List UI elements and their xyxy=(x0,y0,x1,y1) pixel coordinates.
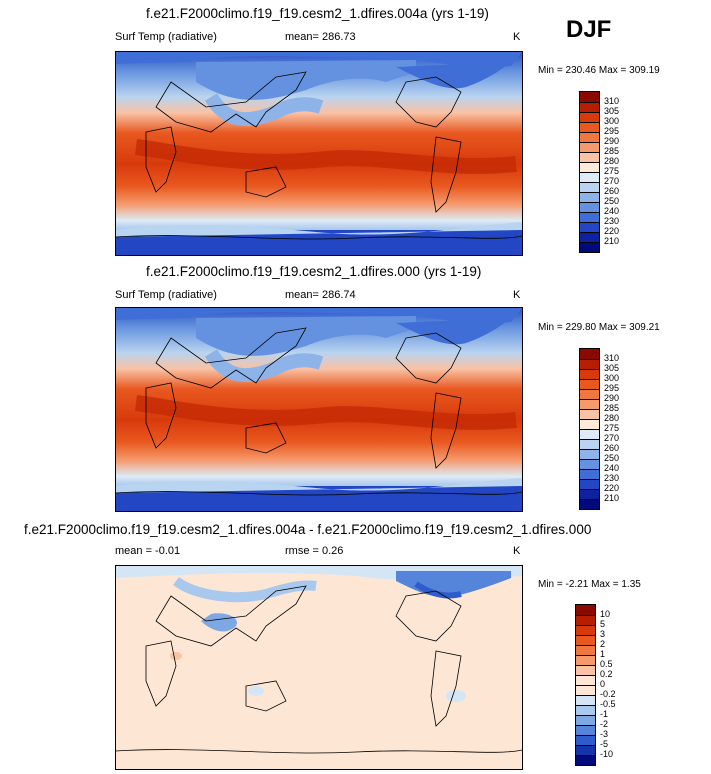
cbar-tick: 290 xyxy=(604,393,620,403)
cbar-tick: 300 xyxy=(604,116,620,126)
cbar-tick: 5 xyxy=(600,619,606,629)
cbar-tick: 10 xyxy=(600,609,611,619)
cbar-tick: 3 xyxy=(600,629,606,639)
cbar-tick: 305 xyxy=(604,106,620,116)
panel2-mean: mean= 286.74 xyxy=(285,289,356,301)
cbar-tick: 1 xyxy=(600,649,606,659)
panel2-title: f.e21.F2000climo.f19_f19.cesm2_1.dfires.… xyxy=(146,264,482,279)
cbar-tick: 300 xyxy=(604,373,620,383)
cbar-tick: 295 xyxy=(604,126,620,136)
panel1-mean: mean= 286.73 xyxy=(285,31,356,43)
panel2-colorbar xyxy=(579,348,600,510)
panel2-variable: Surf Temp (radiative) xyxy=(115,289,217,301)
cbar-tick: 2 xyxy=(600,639,606,649)
cbar-tick: 220 xyxy=(604,226,620,236)
cbar-tick: 310 xyxy=(604,96,620,106)
cbar-tick: 250 xyxy=(604,453,620,463)
cbar-tick: 230 xyxy=(604,473,620,483)
panel1-units: K xyxy=(513,31,521,43)
panel3-map-svg xyxy=(116,566,522,769)
cbar-tick: -3 xyxy=(600,729,609,739)
cbar-tick: -10 xyxy=(600,749,614,759)
panel1-variable: Surf Temp (radiative) xyxy=(115,31,217,43)
panel2-minmax: Min = 229.80 Max = 309.21 xyxy=(538,322,660,333)
cbar-tick: -0.2 xyxy=(600,689,616,699)
panel1-minmax: Min = 230.46 Max = 309.19 xyxy=(538,65,660,76)
cbar-tick: -5 xyxy=(600,739,609,749)
cbar-tick: 275 xyxy=(604,423,620,433)
cbar-tick: 210 xyxy=(604,493,620,503)
panel3-map xyxy=(115,565,523,770)
cbar-tick: 240 xyxy=(604,206,620,216)
panel1-title: f.e21.F2000climo.f19_f19.cesm2_1.dfires.… xyxy=(146,6,489,21)
cbar-tick: 0.2 xyxy=(600,669,613,679)
panel3-colorbar xyxy=(575,604,596,766)
cbar-tick: 275 xyxy=(604,166,620,176)
cbar-tick: 220 xyxy=(604,483,620,493)
cbar-tick: 295 xyxy=(604,383,620,393)
panel1-map-svg xyxy=(116,52,522,255)
panel2-map-svg xyxy=(116,308,522,511)
cbar-tick: 0.5 xyxy=(600,659,613,669)
cbar-tick: -2 xyxy=(600,719,609,729)
cbar-tick: 285 xyxy=(604,146,620,156)
cbar-tick: -0.5 xyxy=(600,699,616,709)
cbar-tick: 260 xyxy=(604,443,620,453)
panel2-map xyxy=(115,307,523,512)
cbar-tick: 270 xyxy=(604,176,620,186)
panel3-units: K xyxy=(513,545,521,557)
cbar-tick: 285 xyxy=(604,403,620,413)
panel2-units: K xyxy=(513,289,521,301)
cbar-tick: 305 xyxy=(604,363,620,373)
cbar-tick: 310 xyxy=(604,353,620,363)
cbar-tick: 0 xyxy=(600,679,606,689)
cbar-tick: -1 xyxy=(600,709,609,719)
cbar-tick: 280 xyxy=(604,156,620,166)
cbar-tick: 240 xyxy=(604,463,620,473)
panel3-minmax: Min = -2.21 Max = 1.35 xyxy=(538,579,641,590)
cbar-tick: 290 xyxy=(604,136,620,146)
panel3-mean: mean = -0.01 xyxy=(115,545,181,557)
cbar-tick: 250 xyxy=(604,196,620,206)
cbar-tick: 280 xyxy=(604,413,620,423)
cbar-tick: 270 xyxy=(604,433,620,443)
panel1-colorbar xyxy=(579,91,600,253)
panel3-rmse: rmse = 0.26 xyxy=(285,545,344,557)
panel3-title: f.e21.F2000climo.f19_f19.cesm2_1.dfires.… xyxy=(24,522,592,537)
season-label: DJF xyxy=(566,16,612,43)
panel1-map xyxy=(115,51,523,256)
cbar-tick: 230 xyxy=(604,216,620,226)
cbar-tick: 210 xyxy=(604,236,620,246)
cbar-tick: 260 xyxy=(604,186,620,196)
